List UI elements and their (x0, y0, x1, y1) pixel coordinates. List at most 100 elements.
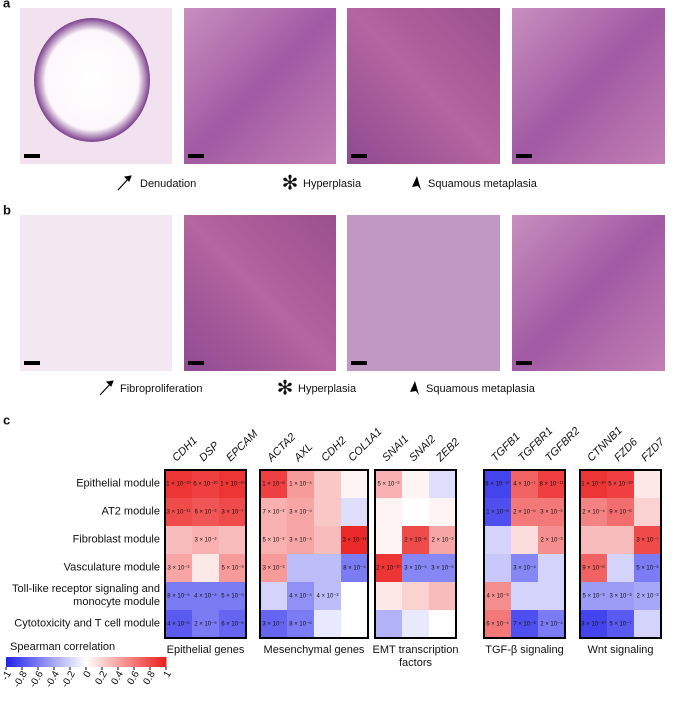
cell-annotation: 2 × 10⁻² (636, 594, 658, 600)
colorbar-swatch (70, 657, 74, 667)
heatmap-cell (260, 582, 287, 610)
colorbar-swatch (38, 657, 42, 667)
cell-annotation: 3 × 10⁻⁴ (513, 565, 536, 572)
heatmap-cell (375, 610, 402, 638)
row-label: Fibroblast module (72, 533, 160, 546)
heatmap-cell (429, 554, 456, 582)
colorbar-tick-label: 1 (162, 669, 175, 680)
cell-annotation: 8 × 10⁻⁵ (167, 593, 190, 600)
colorbar-swatch (158, 657, 162, 667)
colorbar-swatch (94, 657, 98, 667)
cell-annotation: 3 × 10⁻⁷ (636, 537, 658, 544)
heatmap-cell (607, 582, 634, 610)
colorbar-swatch (134, 657, 138, 667)
colorbar-swatch (56, 657, 60, 667)
colorbar-swatch (80, 657, 84, 667)
gene-label: SNAI1 (380, 433, 411, 464)
cell-annotation: 6 × 10⁻³ (194, 510, 216, 516)
colorbar-swatch (131, 657, 135, 667)
colorbar-swatch (120, 657, 124, 667)
heatmap-cell (580, 470, 607, 498)
colorbar-swatch (8, 657, 12, 667)
colorbar-tick-label: 0.4 (109, 669, 126, 687)
heatmap-cell (192, 526, 219, 554)
caption: Denudation (140, 178, 196, 190)
heatmap-cell (341, 582, 368, 610)
colorbar-swatch (72, 657, 76, 667)
colorbar-tick-label: -1 (0, 669, 14, 683)
cell-annotation: 3 × 10⁻³ (262, 566, 284, 572)
heatmap-cell (402, 610, 429, 638)
heatmap-cell (287, 582, 314, 610)
heatmap-cell (402, 554, 429, 582)
heatmap-cell (538, 610, 565, 638)
colorbar-swatch (83, 657, 87, 667)
colorbar-swatch (142, 657, 146, 667)
colorbar-swatch (51, 657, 55, 667)
cell-annotation: 1 × 10⁻⁸ (262, 481, 285, 488)
colorbar-swatch (27, 657, 31, 667)
cell-annotation: 6 × 10⁻⁵ (221, 621, 244, 628)
heatmap-cell (314, 610, 341, 638)
heatmap-cell (165, 526, 192, 554)
caption: Squamous metaplasia (426, 383, 536, 395)
panel-label: c (3, 412, 10, 427)
caption: Squamous metaplasia (428, 178, 538, 190)
heatmap-cell (402, 582, 429, 610)
colorbar-swatch (163, 657, 167, 667)
heatmap-cell (538, 498, 565, 526)
caption: Fibroproliferation (120, 383, 203, 395)
colorbar-swatch (107, 657, 111, 667)
cell-annotation: 6 × 10⁻⁴ (486, 621, 509, 628)
heatmap-cell (314, 554, 341, 582)
gene-label: FZD7 (639, 436, 668, 465)
group-frame (579, 469, 662, 639)
cell-annotation: 1 × 10⁻¹⁰ (166, 481, 191, 488)
cell-annotation: 7 × 10⁻² (262, 510, 284, 516)
heatmap-cell (314, 470, 341, 498)
colorbar-tick-label: 0.6 (125, 669, 142, 687)
row-label: AT2 module (101, 505, 161, 518)
heatmap-cell (538, 582, 565, 610)
cell-annotation: 1 × 10⁻¹⁰ (220, 481, 245, 488)
heatmap-cell (607, 610, 634, 638)
colorbar-swatch (152, 657, 156, 667)
group-frame (259, 469, 369, 639)
heatmap-cell (511, 582, 538, 610)
colorbar-swatch (118, 657, 122, 667)
panel-label: b (3, 202, 11, 217)
heatmap-cell (429, 610, 456, 638)
gene-label: SNAI2 (407, 433, 438, 464)
cell-annotation: 9 × 10⁻⁶ (609, 509, 632, 516)
colorbar-swatch (54, 657, 58, 667)
colorbar-swatch (11, 657, 15, 667)
heatmap-cell (192, 582, 219, 610)
cell-annotation: 2 × 10⁻⁴ (582, 509, 605, 516)
heatmap-cell (484, 610, 511, 638)
colorbar-swatch (19, 657, 23, 667)
cell-annotation: 2 × 10⁻² (431, 538, 453, 544)
cell-annotation: 8 × 10⁻¹¹ (539, 482, 563, 488)
heatmap-cell (607, 526, 634, 554)
heatmap-cell (287, 470, 314, 498)
heatmap-cell (607, 554, 634, 582)
group-label: Mesenchymal genes (263, 644, 365, 656)
gene-label: EPCAM (224, 427, 261, 464)
colorbar-swatch (91, 657, 95, 667)
colorbar-tick-label: -0.8 (12, 669, 30, 690)
colorbar-swatch (75, 657, 79, 667)
heatmap-cell (580, 582, 607, 610)
heatmap-cell (538, 554, 565, 582)
image (512, 8, 665, 164)
cell-annotation: 5 × 10⁻⁷ (609, 621, 631, 628)
colorbar-swatch (86, 657, 90, 667)
image-detail (34, 18, 150, 142)
cell-annotation: 5 × 10⁻² (262, 538, 284, 544)
cell-annotation: 7 × 10⁻⁸ (513, 621, 536, 628)
scale-bars (24, 154, 532, 365)
cell-annotation: 2 × 10⁻⁵ (513, 509, 536, 516)
colorbar-swatch (64, 657, 68, 667)
heatmap-cell (402, 498, 429, 526)
heatmap-cell (538, 470, 565, 498)
